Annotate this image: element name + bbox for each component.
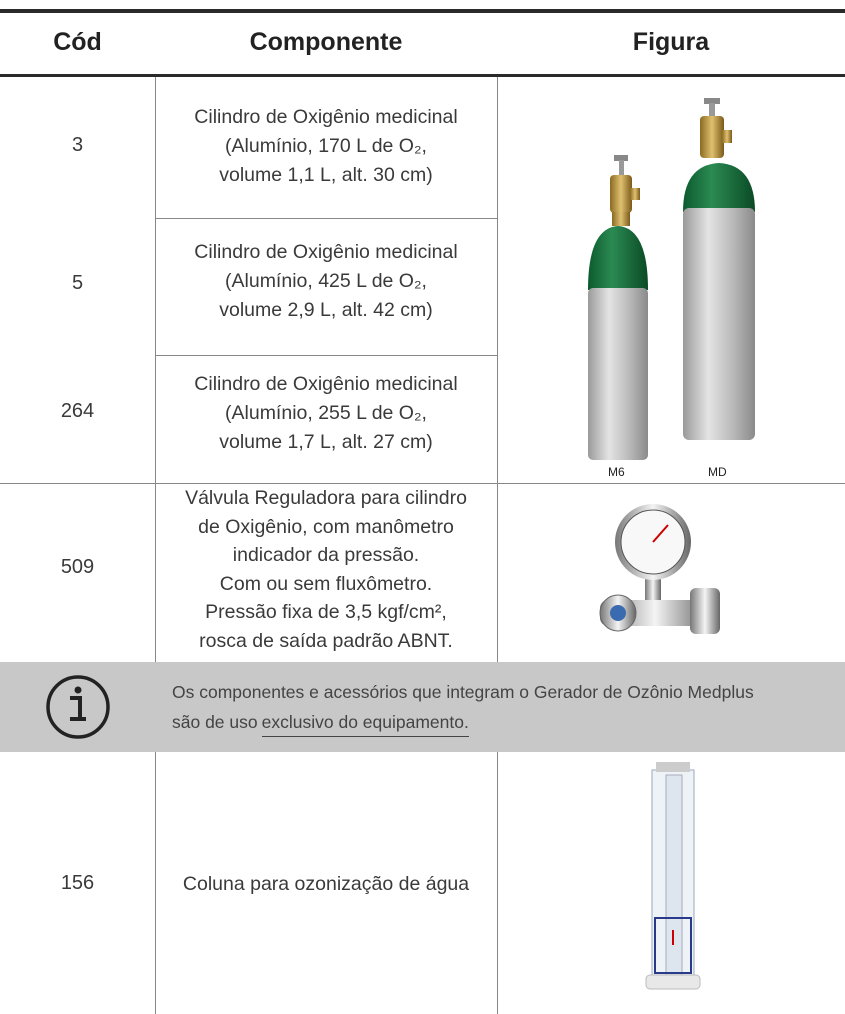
regulator-image — [599, 504, 720, 634]
text-line: volume 1,1 L, alt. 30 cm) — [219, 164, 433, 186]
component: Coluna para ozonização de água — [155, 870, 497, 899]
figure-label: M6 — [608, 465, 625, 479]
grid-lines — [0, 77, 845, 1014]
figure-label: MD — [708, 465, 727, 479]
text-line: Válvula Reguladora para cilindro — [185, 487, 467, 509]
text-line: Cilindro de Oxigênio medicinal — [194, 373, 458, 395]
note: Os componentes e acessórios que integram… — [172, 677, 754, 737]
component: Cilindro de Oxigênio medicinal (Alumínio,… — [155, 103, 497, 190]
info-icon — [46, 675, 110, 739]
component: Cilindro de Oxigênio medicinal (Alumínio,… — [155, 370, 497, 457]
note-text: são de uso — [172, 712, 258, 732]
note-line: Os componentes e acessórios que integram… — [172, 682, 754, 702]
cylinder-md — [683, 98, 755, 440]
component: Cilindro de Oxigênio medicinal (Alumínio,… — [155, 238, 497, 325]
text-line: (Alumínio, 170 L de O₂, — [225, 135, 427, 157]
text-line: Coluna para ozonização de água — [182, 873, 470, 895]
cylinder-m6 — [588, 155, 648, 460]
column-image — [645, 762, 701, 990]
note-background — [0, 662, 845, 752]
top-rule — [0, 9, 845, 13]
code: 264 — [60, 400, 95, 422]
header-cell: Figura — [632, 28, 710, 56]
text-line: indicador da pressão. — [232, 544, 420, 566]
component: Válvula Reguladora para cilindro de Oxigê… — [155, 484, 497, 655]
text-line: Cilindro de Oxigênio medicinal — [194, 241, 458, 263]
text-line: (Alumínio, 425 L de O₂, — [225, 270, 427, 292]
header-cell: Cód — [53, 28, 102, 56]
text-line: Cilindro de Oxigênio medicinal — [194, 106, 458, 128]
header-rule — [0, 74, 845, 77]
text-line: de Oxigênio, com manômetro — [198, 515, 454, 538]
code: 3 — [71, 134, 84, 156]
code: 509 — [60, 556, 95, 578]
code: 156 — [60, 872, 95, 894]
code: 5 — [71, 272, 84, 294]
note-emphasis: exclusivo do equipamento. — [261, 712, 469, 737]
note-line: são de uso exclusivo do equipamento. — [172, 707, 754, 737]
header-cell: Componente — [249, 28, 403, 56]
text-line: (Alumínio, 255 L de O₂, — [225, 402, 427, 424]
text-line: volume 1,7 L, alt. 27 cm) — [219, 431, 433, 453]
text-line: rosca de saída padrão ABNT. — [199, 629, 453, 652]
text-line: volume 2,9 L, alt. 42 cm) — [219, 299, 433, 321]
text-line: Pressão fixa de 3,5 kgf/cm², — [205, 601, 447, 623]
text-line: Com ou sem fluxômetro. — [219, 572, 433, 595]
